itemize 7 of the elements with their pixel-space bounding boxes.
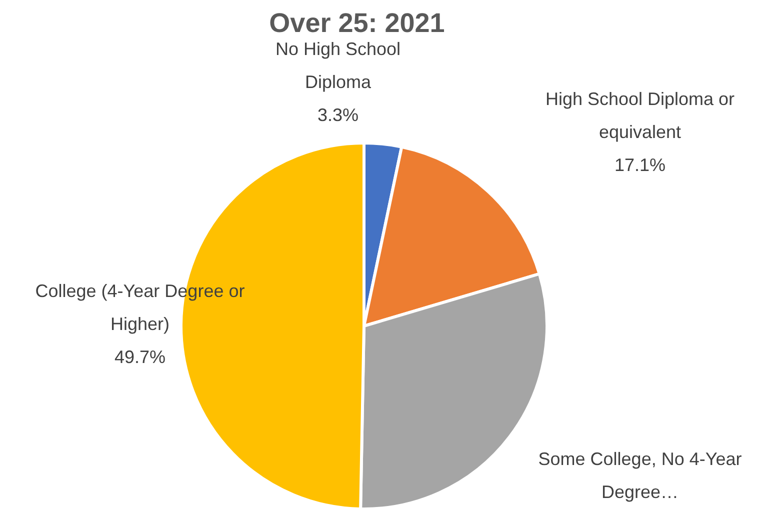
chart-title: Over 25: 2021 [269,8,445,38]
data-label: 17.1% [614,155,666,175]
data-label: 3.3% [317,105,359,125]
slice-label: Some College, No 4-Year Degree… [538,449,742,502]
slice-label: No High School Diploma [275,39,401,92]
slice-label: High School Diploma or equivalent [545,89,735,142]
data-label: 49.7% [114,347,166,367]
